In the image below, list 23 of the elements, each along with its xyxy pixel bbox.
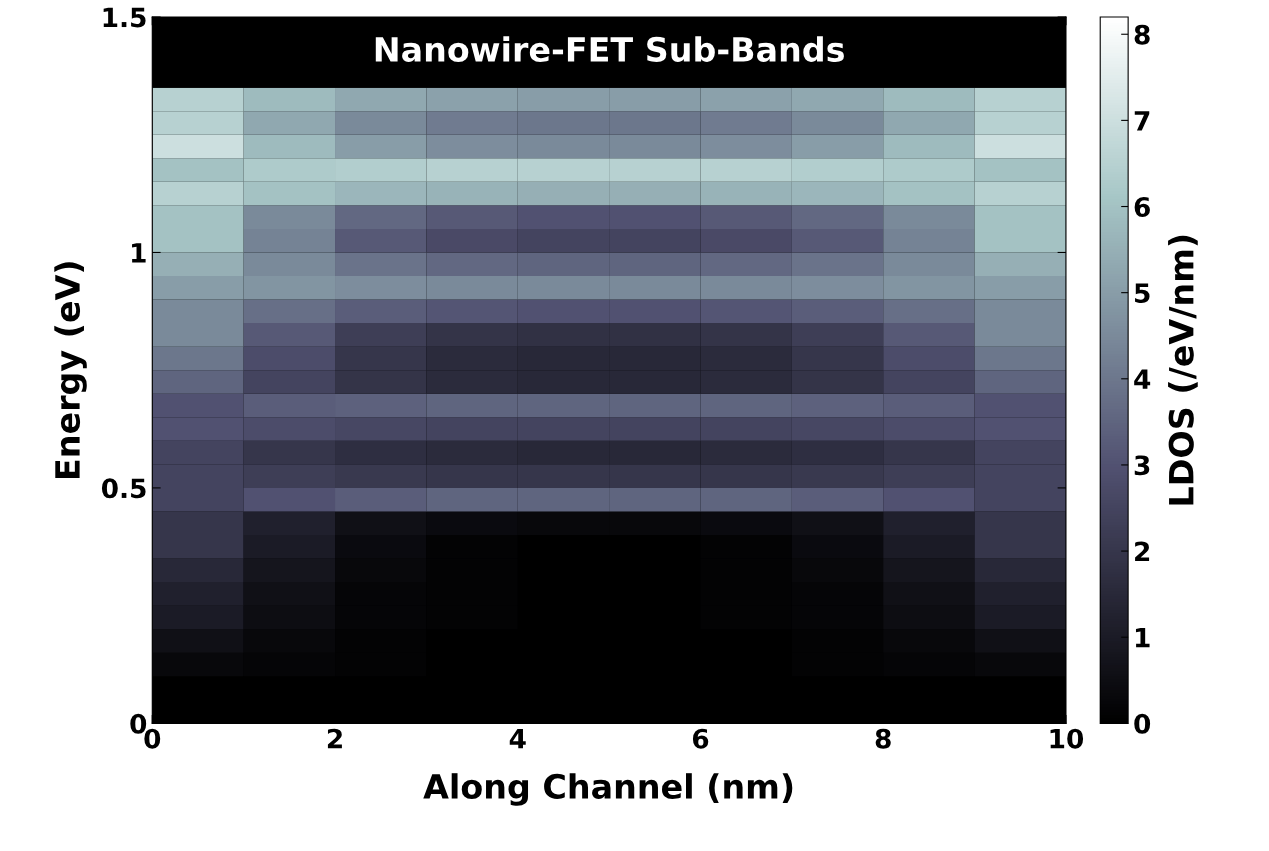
y-tick-label: 1 — [132, 243, 146, 263]
y-tick-label: 0 — [130, 713, 147, 734]
x-tick-label: 4 — [509, 729, 526, 749]
color-bar-label: 0 — [1134, 713, 1151, 734]
color-bar-label: 4 — [1134, 369, 1151, 389]
color-bar-label: 3 — [1134, 455, 1150, 476]
color-bar-title: LDOS (/eV/nm) — [1168, 235, 1198, 505]
color-bar-label: 2 — [1135, 541, 1150, 562]
y-tick-label: 0.5 — [101, 478, 146, 499]
color-bar-label: 8 — [1134, 24, 1150, 45]
chart-title: Nanowire-FET Sub-Bands — [375, 36, 844, 63]
y-tick-label: 1.5 — [103, 7, 146, 28]
color-bar-label: 7 — [1134, 111, 1150, 131]
color-bar-label: 5 — [1135, 283, 1150, 304]
y-axis-title: Energy (eV) — [54, 262, 87, 478]
x-axis-title: Along Channel (nm) — [423, 773, 793, 806]
x-tick-label: 2 — [327, 728, 342, 749]
x-tick-label: 8 — [875, 728, 891, 749]
x-tick-label: 6 — [692, 728, 709, 749]
x-tick-label: 10 — [1050, 728, 1084, 749]
color-bar-label: 1 — [1135, 628, 1150, 648]
x-tick-label: 0 — [144, 728, 161, 749]
color-bar-label: 6 — [1134, 196, 1150, 217]
